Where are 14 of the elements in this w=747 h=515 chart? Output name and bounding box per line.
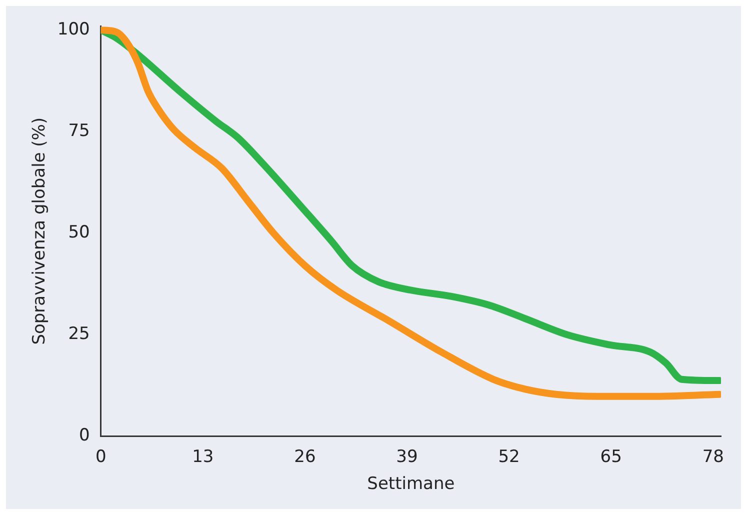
y-axis-title: Sopravvivenza globale (%) <box>30 117 50 345</box>
y-tick-label: 25 <box>68 324 90 344</box>
x-tick-label: 65 <box>600 446 622 467</box>
x-axis-title: Settimane <box>367 474 455 494</box>
y-tick-label: 50 <box>68 222 90 243</box>
y-tick-label: 0 <box>79 426 90 446</box>
y-tick-label: 100 <box>57 19 90 40</box>
x-tick-label: 78 <box>702 446 724 467</box>
x-tick-label: 52 <box>498 446 520 467</box>
x-tick-label: 0 <box>95 446 106 467</box>
x-tick-label: 39 <box>396 446 418 467</box>
x-tick-label: 13 <box>192 446 214 467</box>
y-tick-label: 75 <box>68 121 90 142</box>
x-tick-label: 26 <box>294 446 316 467</box>
